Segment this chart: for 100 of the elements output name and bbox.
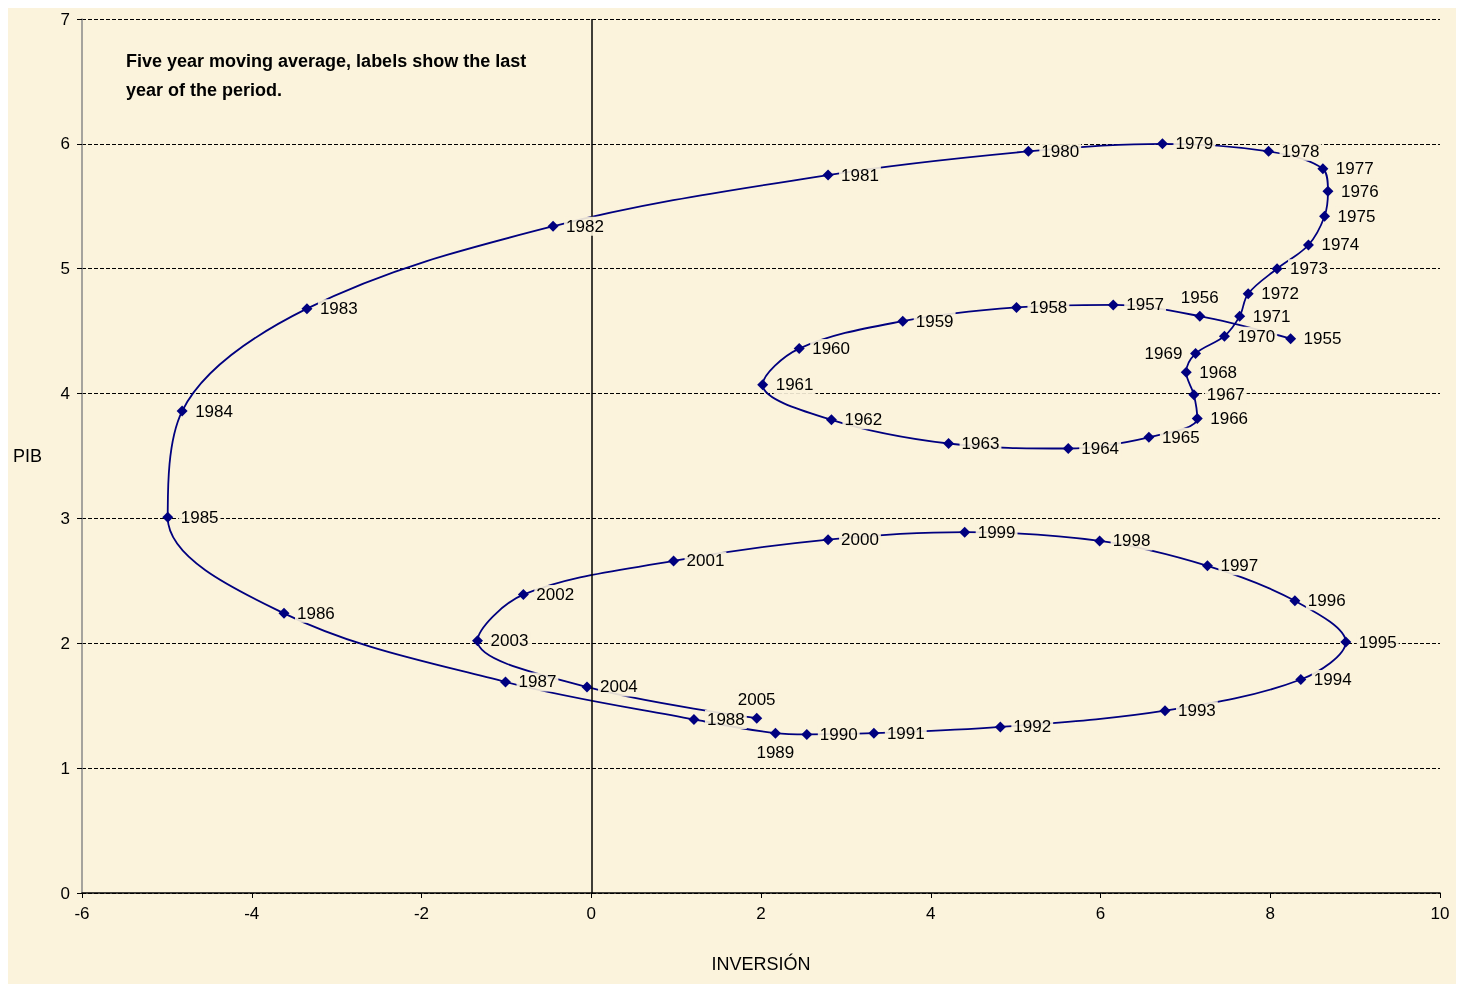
point [517, 589, 529, 601]
x-tick-label: 4 [926, 904, 936, 923]
annotation: 1979 [1175, 134, 1214, 154]
point [1317, 163, 1329, 175]
annotation: 1975 [1337, 206, 1376, 226]
annotation: 1977 [1335, 159, 1374, 179]
point [751, 712, 763, 724]
point [1159, 705, 1171, 717]
point [176, 405, 188, 417]
point [1010, 301, 1022, 313]
y-tick-label: 3 [60, 508, 70, 528]
point [1242, 288, 1254, 300]
y-axis-title: PIB [12, 446, 42, 466]
annotation: 1961 [775, 375, 814, 395]
point [1191, 413, 1203, 425]
annotation: 1970 [1237, 326, 1276, 346]
point [278, 607, 290, 619]
point [1285, 333, 1297, 345]
point [1188, 389, 1200, 401]
annotation: 1987 [518, 672, 557, 692]
annotation: 1985 [180, 507, 219, 527]
annotation: 1955 [1303, 329, 1342, 349]
annotation: 1965 [1161, 427, 1200, 447]
point [1201, 560, 1213, 572]
annotation: 1998 [1112, 531, 1151, 551]
annotation: 1988 [706, 709, 745, 729]
point [1107, 299, 1119, 311]
point [1022, 145, 1034, 157]
point [162, 511, 174, 523]
point [472, 635, 484, 647]
annotation: 1969 [1144, 344, 1183, 364]
point [1295, 673, 1307, 685]
point [1194, 310, 1206, 322]
annotation: 1991 [886, 723, 925, 743]
annotation: 2000 [841, 530, 879, 550]
annotation: 1960 [812, 339, 851, 359]
annotation: 1994 [1313, 669, 1352, 689]
x-tick-label: -6 [74, 904, 90, 923]
point [868, 727, 880, 739]
annotation: 2005 [737, 689, 776, 709]
point [1156, 138, 1168, 150]
y-tick-label: 6 [60, 134, 70, 154]
annotation: 1972 [1261, 284, 1300, 304]
annotation: 2001 [686, 551, 725, 571]
x-tick-label: -4 [244, 904, 260, 923]
point [1271, 263, 1283, 275]
x-tick-label: 10 [1430, 904, 1450, 923]
point [1340, 636, 1352, 648]
point [959, 526, 971, 538]
annotation: 1982 [566, 216, 604, 236]
point [769, 727, 781, 739]
annotation: 1973 [1290, 259, 1328, 279]
point [1263, 145, 1275, 157]
annotation: 2002 [536, 585, 575, 605]
annotation: 1999 [977, 522, 1016, 542]
annotation: 2003 [490, 631, 529, 651]
point [301, 303, 313, 315]
annotation: 1967 [1206, 385, 1245, 405]
annotation: 1956 [1180, 287, 1219, 307]
annotation: Five year moving average, labels show the last year of the period. [126, 50, 532, 100]
annotation: 1963 [961, 434, 1000, 454]
annotation: 1996 [1307, 591, 1346, 611]
point [1289, 595, 1301, 607]
annotation: 1981 [841, 165, 879, 185]
point [994, 721, 1006, 733]
annotation: 1997 [1220, 556, 1259, 576]
point [688, 713, 700, 725]
point [1319, 210, 1331, 222]
point [1143, 431, 1155, 443]
x-tick-label: 2 [756, 904, 766, 923]
annotation: 1986 [297, 603, 335, 623]
annotation: 1978 [1281, 141, 1320, 161]
point [668, 555, 680, 567]
y-tick-label: 1 [60, 758, 70, 778]
point [825, 414, 837, 426]
annotation: 1966 [1210, 409, 1249, 429]
point [1180, 366, 1192, 378]
point [822, 169, 834, 181]
point [943, 438, 955, 450]
x-tick-label: 6 [1095, 904, 1106, 923]
x-tick-label: 8 [1265, 904, 1275, 923]
point [1190, 348, 1202, 360]
y-tick-label: 0 [60, 883, 70, 903]
point [757, 379, 769, 391]
annotation: 1957 [1126, 295, 1165, 315]
x-tick-label: 0 [586, 904, 596, 923]
annotation: 1971 [1252, 306, 1291, 326]
x-tick-label: -2 [413, 904, 430, 923]
point [1094, 535, 1106, 547]
annotation: 1968 [1199, 362, 1238, 382]
annotation: 1984 [195, 401, 233, 421]
point [1218, 330, 1230, 342]
annotation: 1964 [1081, 439, 1120, 459]
point [822, 534, 834, 546]
y-tick-label: 2 [60, 633, 70, 653]
point [547, 220, 559, 232]
point [793, 343, 805, 355]
annotation: 1962 [844, 410, 883, 430]
annotation: 1980 [1041, 141, 1080, 161]
y-tick-label: 4 [60, 384, 70, 404]
